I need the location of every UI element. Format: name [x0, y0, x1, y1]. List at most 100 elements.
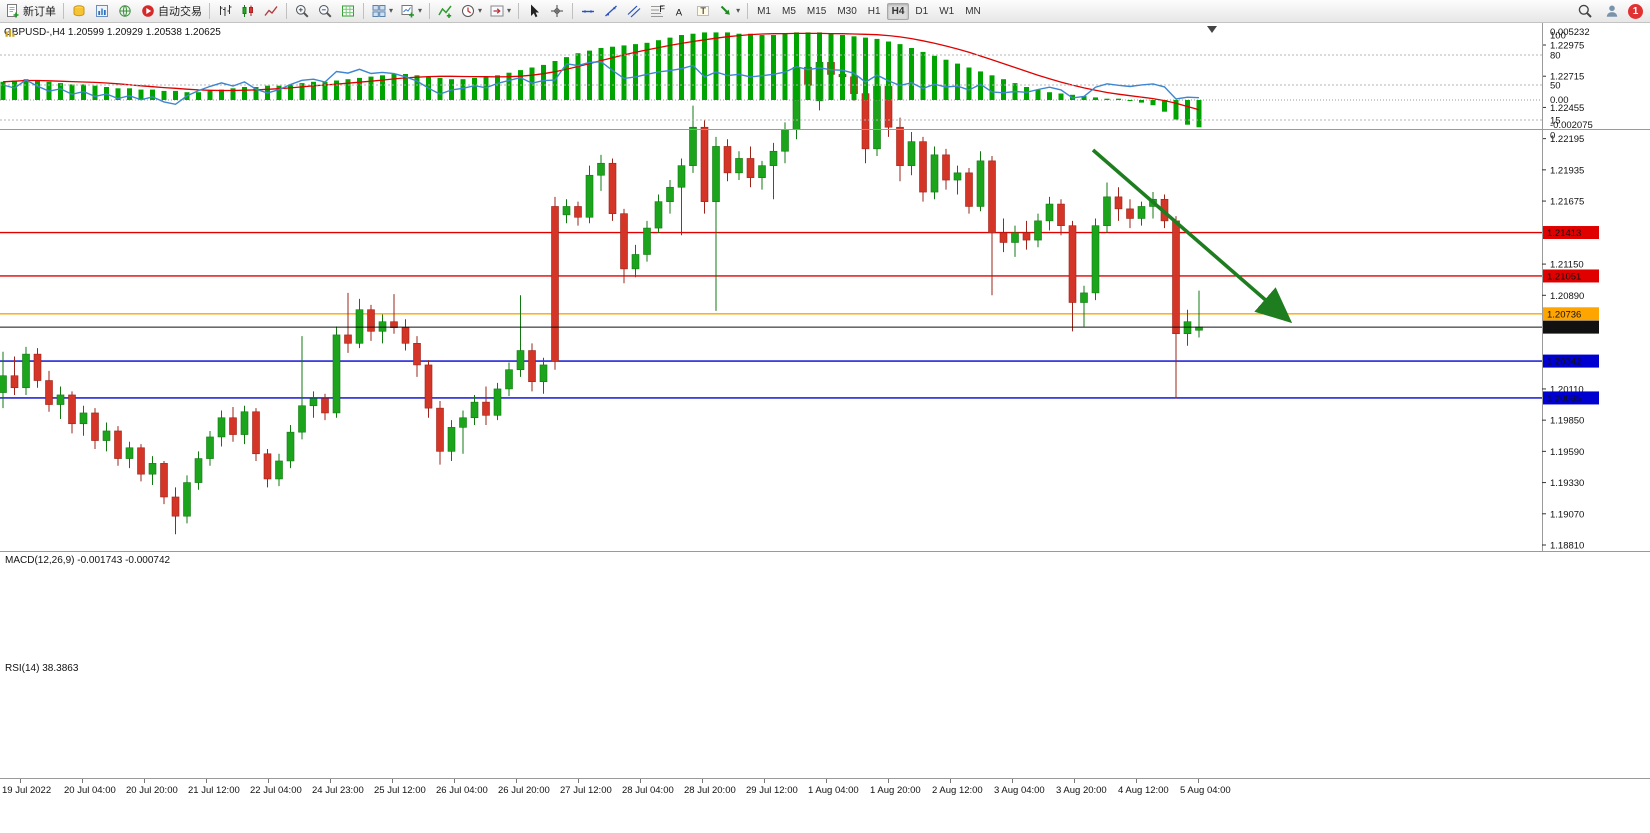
svg-text:A: A [676, 8, 683, 19]
community-button[interactable] [114, 0, 136, 23]
tile-windows-icon [372, 5, 386, 17]
rsi-panel[interactable]: 100 80 50 15 0 [0, 22, 1650, 140]
timeframe-w1[interactable]: W1 [939, 5, 955, 17]
candle [919, 141, 927, 193]
macd-histogram-bar [1139, 100, 1144, 103]
candle [22, 353, 30, 389]
macd-histogram-bar [679, 35, 684, 100]
timeframe-h1[interactable]: H1 [867, 5, 881, 17]
indicators-button[interactable] [434, 0, 456, 23]
macd-histogram-bar [276, 85, 282, 100]
macd-histogram-bar [886, 41, 891, 100]
macd-histogram-bar [1047, 92, 1052, 100]
timeframe-m5[interactable]: M5 [781, 5, 796, 17]
macd-histogram-bar [575, 53, 581, 100]
dropdown-caret-icon[interactable]: ▾ [418, 6, 423, 15]
line-chart-button[interactable] [260, 0, 282, 23]
hline-button[interactable] [577, 0, 599, 23]
tile-windows-button[interactable]: ▾ [368, 0, 396, 23]
macd-histogram-bar [1185, 100, 1190, 125]
toolbar-separator [747, 3, 749, 19]
toolbar-separator [518, 3, 520, 19]
timeframe-m30[interactable]: M30 [837, 5, 857, 17]
candle [1057, 203, 1065, 226]
report-button[interactable] [91, 0, 113, 23]
person-button[interactable] [1601, 0, 1623, 23]
label-button[interactable]: T [692, 0, 714, 23]
coins-button[interactable] [68, 0, 90, 23]
candle [1137, 206, 1146, 219]
text-button[interactable]: A [669, 0, 691, 23]
macd-scale-min: -0.002075 [1550, 120, 1593, 130]
price-axis-tick-label: 1.18810 [1550, 541, 1584, 552]
auto-trading-button[interactable]: 自动交易 [137, 0, 205, 23]
macd-histogram-bar [920, 51, 926, 100]
channel-button[interactable] [623, 0, 645, 23]
dropdown-caret-icon[interactable]: ▾ [478, 6, 483, 15]
macd-histogram-bar [12, 80, 17, 100]
new-order-icon [7, 4, 19, 18]
macd-histogram-bar [23, 79, 29, 100]
macd-histogram-bar [541, 64, 546, 100]
dropdown-caret-icon[interactable]: ▾ [389, 6, 394, 15]
time-axis-tick [1074, 779, 1075, 783]
macd-histogram-bar [840, 35, 845, 100]
timeframe-m1[interactable]: M1 [757, 5, 771, 17]
time-axis-label: 3 Aug 20:00 [1056, 785, 1107, 796]
macd-histogram-bar [909, 48, 914, 100]
symbol-ohlc-readout: GBPUSD-,H4 1.20599 1.20929 1.20538 1.206… [4, 27, 221, 38]
crosshair-button[interactable] [546, 0, 568, 23]
grid-button[interactable] [337, 0, 359, 23]
dropdown-caret-icon[interactable]: ▾ [736, 6, 741, 15]
bar-chart-button[interactable] [214, 0, 236, 23]
time-axis[interactable]: 19 Jul 2022 20 Jul 04:00 20 Jul 20:00 21 Ju… [0, 778, 1650, 833]
candle [171, 496, 180, 517]
new-chart-button[interactable]: ▾ [397, 0, 425, 23]
cursor-button[interactable] [523, 0, 545, 23]
dropdown-caret-icon[interactable]: ▾ [507, 6, 512, 15]
clock-button[interactable]: ▾ [457, 0, 485, 23]
candle [263, 453, 272, 480]
macd-histogram-bar [690, 33, 696, 101]
candle [229, 417, 237, 435]
timeframe-mn[interactable]: MN [965, 5, 981, 17]
notification-badge[interactable]: 1 [1628, 3, 1643, 19]
macd-panel[interactable]: 0.005232 0.00 -0.002075 [0, 22, 1650, 130]
macd-histogram-bar [1058, 93, 1064, 100]
candle-chart-button[interactable] [237, 0, 259, 23]
macd-histogram-bar [989, 75, 995, 100]
macd-histogram-bar [69, 84, 75, 100]
search-button[interactable] [1574, 0, 1596, 23]
candle [631, 254, 640, 270]
chart-shift-button[interactable]: ▾ [486, 0, 514, 23]
cursor-icon [531, 4, 540, 18]
candle [390, 321, 398, 329]
macd-scale-zero: 0.00 [1550, 95, 1569, 106]
timeframe-h4[interactable]: H4 [886, 2, 910, 20]
fibonacci-button[interactable]: F [646, 0, 668, 23]
timeframe-d1[interactable]: D1 [915, 5, 929, 17]
macd-histogram-bar [1116, 98, 1121, 100]
macd-histogram-bar [1035, 89, 1041, 100]
time-axis-label: 26 Jul 04:00 [436, 785, 488, 796]
price-chart[interactable]: 1.22975 1.22715 1.22455 1.22195 1.21935 1.216… [0, 22, 1650, 552]
macd-histogram-bar [334, 80, 339, 100]
shapes-button[interactable]: ▾ [715, 0, 743, 23]
time-axis-tick [826, 779, 827, 783]
trendline-button[interactable] [600, 0, 622, 23]
chart-shift-marker-icon[interactable] [1207, 26, 1217, 33]
rsi-level-label: 50 [1550, 81, 1561, 92]
new-order-button[interactable]: 新订单 [2, 0, 59, 23]
macd-histogram-bar [322, 81, 328, 100]
zoom-in-button[interactable] [291, 0, 313, 23]
candle [240, 411, 249, 435]
timeframe-m15[interactable]: M15 [806, 5, 827, 17]
trend-arrow-annotation[interactable] [1091, 148, 1293, 324]
price-badge [1543, 320, 1599, 334]
label-icon: T [697, 6, 710, 17]
candle [298, 405, 306, 433]
zoom-out-button[interactable] [314, 0, 336, 23]
time-axis-tick [888, 779, 889, 783]
macd-histogram-bar [1104, 98, 1110, 100]
